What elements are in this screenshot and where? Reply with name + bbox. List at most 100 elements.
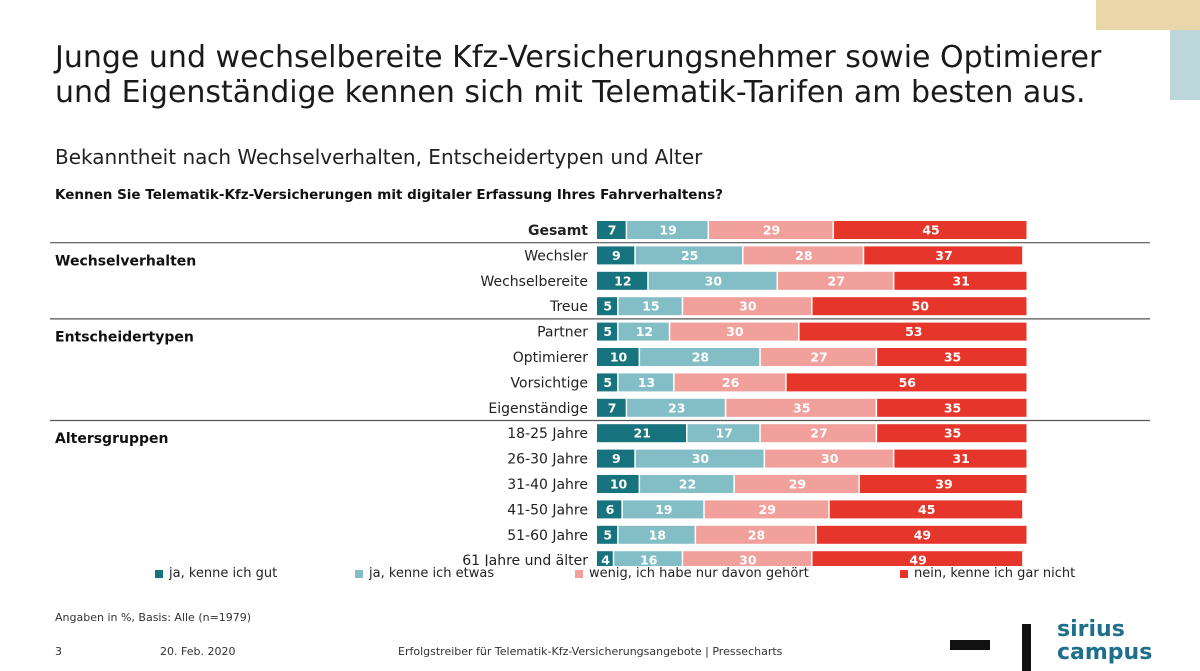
data-label: 9 [612,451,621,466]
data-label: 30 [739,553,757,566]
data-label: 5 [603,299,612,314]
data-label: 7 [608,400,617,415]
bar-segment [778,271,893,290]
bar-segment [760,348,876,366]
data-label: 27 [810,426,827,441]
bar-segment [812,297,1027,316]
data-label: 53 [905,324,922,339]
row-label: Eigenständige [488,401,588,417]
data-label: 35 [793,400,810,415]
data-label: 27 [828,273,845,288]
data-label: 12 [614,273,631,288]
data-label: 29 [759,502,776,517]
logo-dash-mark [950,640,990,650]
bar-segment [597,500,622,519]
data-label: 49 [914,527,931,542]
data-label: 45 [922,223,939,238]
data-label: 5 [603,375,612,390]
bar-segment [635,449,764,468]
bar-segment [743,246,863,265]
bar-segment [640,475,734,493]
bar-segment [597,322,618,341]
data-label: 35 [944,350,961,365]
bar-segment [648,271,777,290]
data-label: 28 [748,527,765,542]
data-label: 13 [638,375,655,390]
data-label: 50 [912,299,930,314]
data-label: 5 [603,324,612,339]
row-label: Wechselbereite [480,274,588,290]
survey-question: Kennen Sie Telematik-Kfz-Versicherungen … [55,187,723,203]
footer-text: Erfolgstreiber für Telematik-Kfz-Versich… [398,645,783,658]
bar-segment [765,449,893,468]
data-label: 4 [601,553,610,566]
data-label: 26 [722,375,740,390]
bar-segment [618,297,682,316]
data-label: 16 [640,553,658,566]
data-label: 10 [610,350,628,365]
legend-item: wenig, ich habe nur davon gehört [575,566,809,581]
bar-segment [683,297,811,316]
bar-segment [597,271,648,290]
data-label: 45 [918,502,935,517]
data-label: 30 [821,451,839,466]
data-label: 29 [763,223,780,238]
bar-segment [618,373,674,392]
data-label: 7 [608,223,617,238]
row-label: Wechsler [524,248,588,264]
data-label: 56 [899,375,917,390]
bar-segment [816,525,1027,544]
bar-segment [683,551,811,566]
bar-segment [597,449,635,468]
footer-date: 20. Feb. 2020 [160,645,236,658]
bar-segment [674,373,786,392]
data-label: 30 [705,273,723,288]
row-label: 31-40 Jahre [507,477,588,493]
bar-segment [597,373,618,392]
sirius-campus-logo: sirius campus [950,612,1200,671]
bar-segment [597,348,639,366]
bar-segment [704,500,829,519]
data-label: 27 [810,350,827,365]
row-label: 18-25 Jahre [507,426,588,442]
decor-blue-block [1170,30,1200,100]
bar-segment [709,221,833,239]
data-label: 30 [692,451,710,466]
bar-segment [894,271,1027,290]
bar-segment [597,297,618,316]
legend-label: ja, kenne ich etwas [369,566,495,581]
bar-segment [726,398,876,417]
data-label: 31 [952,451,969,466]
row-label: 61 Jahre und älter [462,553,588,566]
bar-segment [687,424,760,443]
row-label: Partner [537,325,588,341]
bar-segment [627,221,708,239]
bar-segment [894,449,1027,468]
bar-segment [597,424,687,443]
base-note: Angaben in %, Basis: Alle (n=1979) [55,611,252,624]
data-label: 25 [681,248,698,263]
legend-item: nein, kenne ich gar nicht [900,566,1075,581]
bar-segment [812,551,1023,566]
row-label: Vorsichtige [511,375,588,391]
page-subtitle: Bekanntheit nach Wechselverhalten, Entsc… [55,145,703,169]
legend-swatch [575,569,583,578]
bar-segment [799,322,1027,341]
bar-segment [618,322,669,341]
bar-segment [696,525,816,544]
row-label: Treue [549,299,588,315]
data-label: 21 [634,426,651,441]
page-title: Junge und wechselbereite Kfz-Versicherun… [55,40,1102,110]
bar-segment [786,373,1027,392]
row-label: 51-60 Jahre [507,528,588,544]
data-label: 39 [935,477,952,492]
group-label: Wechselverhalten [55,253,196,269]
bar-segment [829,500,1023,519]
bar-segment [640,348,760,366]
data-label: 37 [935,248,952,263]
bar-segment [597,551,613,566]
bar-segment [597,221,626,239]
bar-segment [877,348,1027,366]
logo-bar-mark [1022,624,1031,671]
bar-segment [864,246,1023,265]
